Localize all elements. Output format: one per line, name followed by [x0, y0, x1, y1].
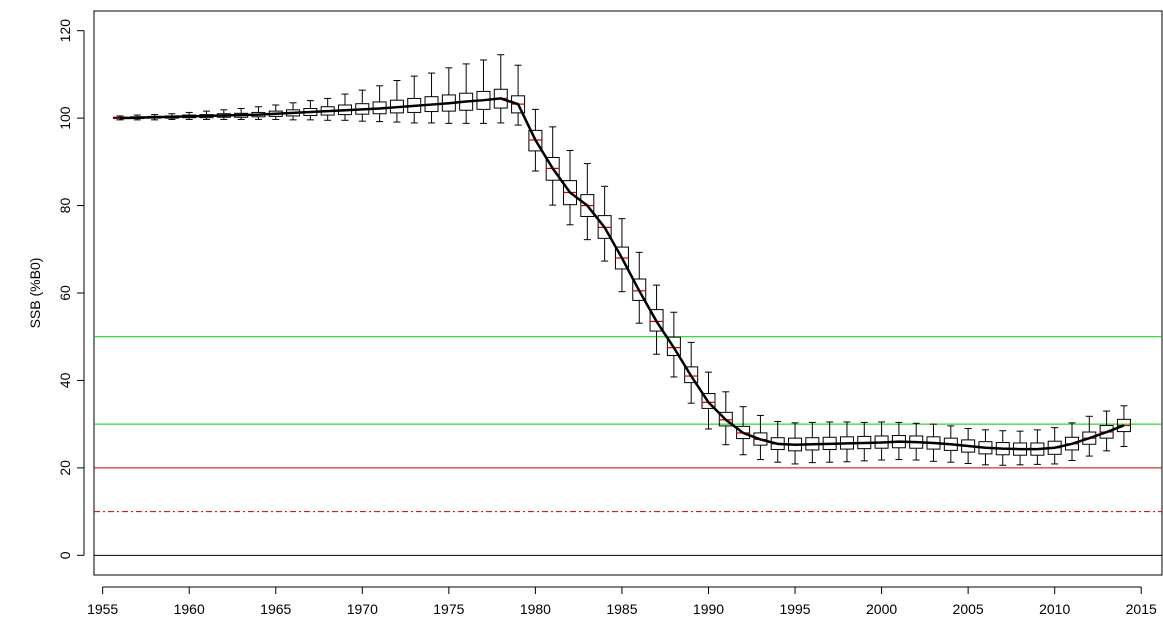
y-tick-label-40: 40	[57, 372, 73, 388]
box-1988	[666, 336, 681, 357]
plot-frame	[93, 10, 1163, 576]
y-tick-label-120: 120	[57, 19, 73, 43]
y-axis-title: SSB (%B0)	[27, 258, 43, 329]
x-tick-label-2010: 2010	[1039, 601, 1070, 617]
whiskers	[116, 54, 1128, 466]
x-tick-label-1990: 1990	[693, 601, 724, 617]
reference-lines	[94, 336, 1162, 556]
box-1986	[632, 278, 647, 301]
x-tick-label-1975: 1975	[433, 601, 464, 617]
x-tick-label-1980: 1980	[520, 601, 551, 617]
box-1990	[701, 393, 716, 409]
x-axis: 1955 1960 1965 1970 1975 1980 1985 1990 1995 2000…	[87, 586, 1157, 617]
median-trend-line	[119, 97, 1125, 451]
box-1987	[649, 309, 664, 332]
x-tick-label-1960: 1960	[174, 601, 205, 617]
y-axis: 0 20 40 60 80 100 120	[57, 19, 85, 559]
x-tick-label-1965: 1965	[260, 601, 291, 617]
x-tick-label-1970: 1970	[347, 601, 378, 617]
box-1980	[528, 129, 543, 152]
y-tick-label-80: 80	[57, 198, 73, 214]
y-tick-label-0: 0	[57, 551, 73, 559]
box-1991	[718, 411, 733, 427]
x-tick-label-2015: 2015	[1126, 601, 1157, 617]
x-tick-label-2000: 2000	[866, 601, 897, 617]
y-tick-label-20: 20	[57, 460, 73, 476]
x-tick-label-2005: 2005	[953, 601, 984, 617]
y-tick-label-100: 100	[57, 106, 73, 130]
x-tick-label-1955: 1955	[87, 601, 118, 617]
x-tick-label-1995: 1995	[779, 601, 810, 617]
x-tick-label-1985: 1985	[606, 601, 637, 617]
y-tick-label-60: 60	[57, 285, 73, 301]
box-1989	[684, 366, 699, 384]
